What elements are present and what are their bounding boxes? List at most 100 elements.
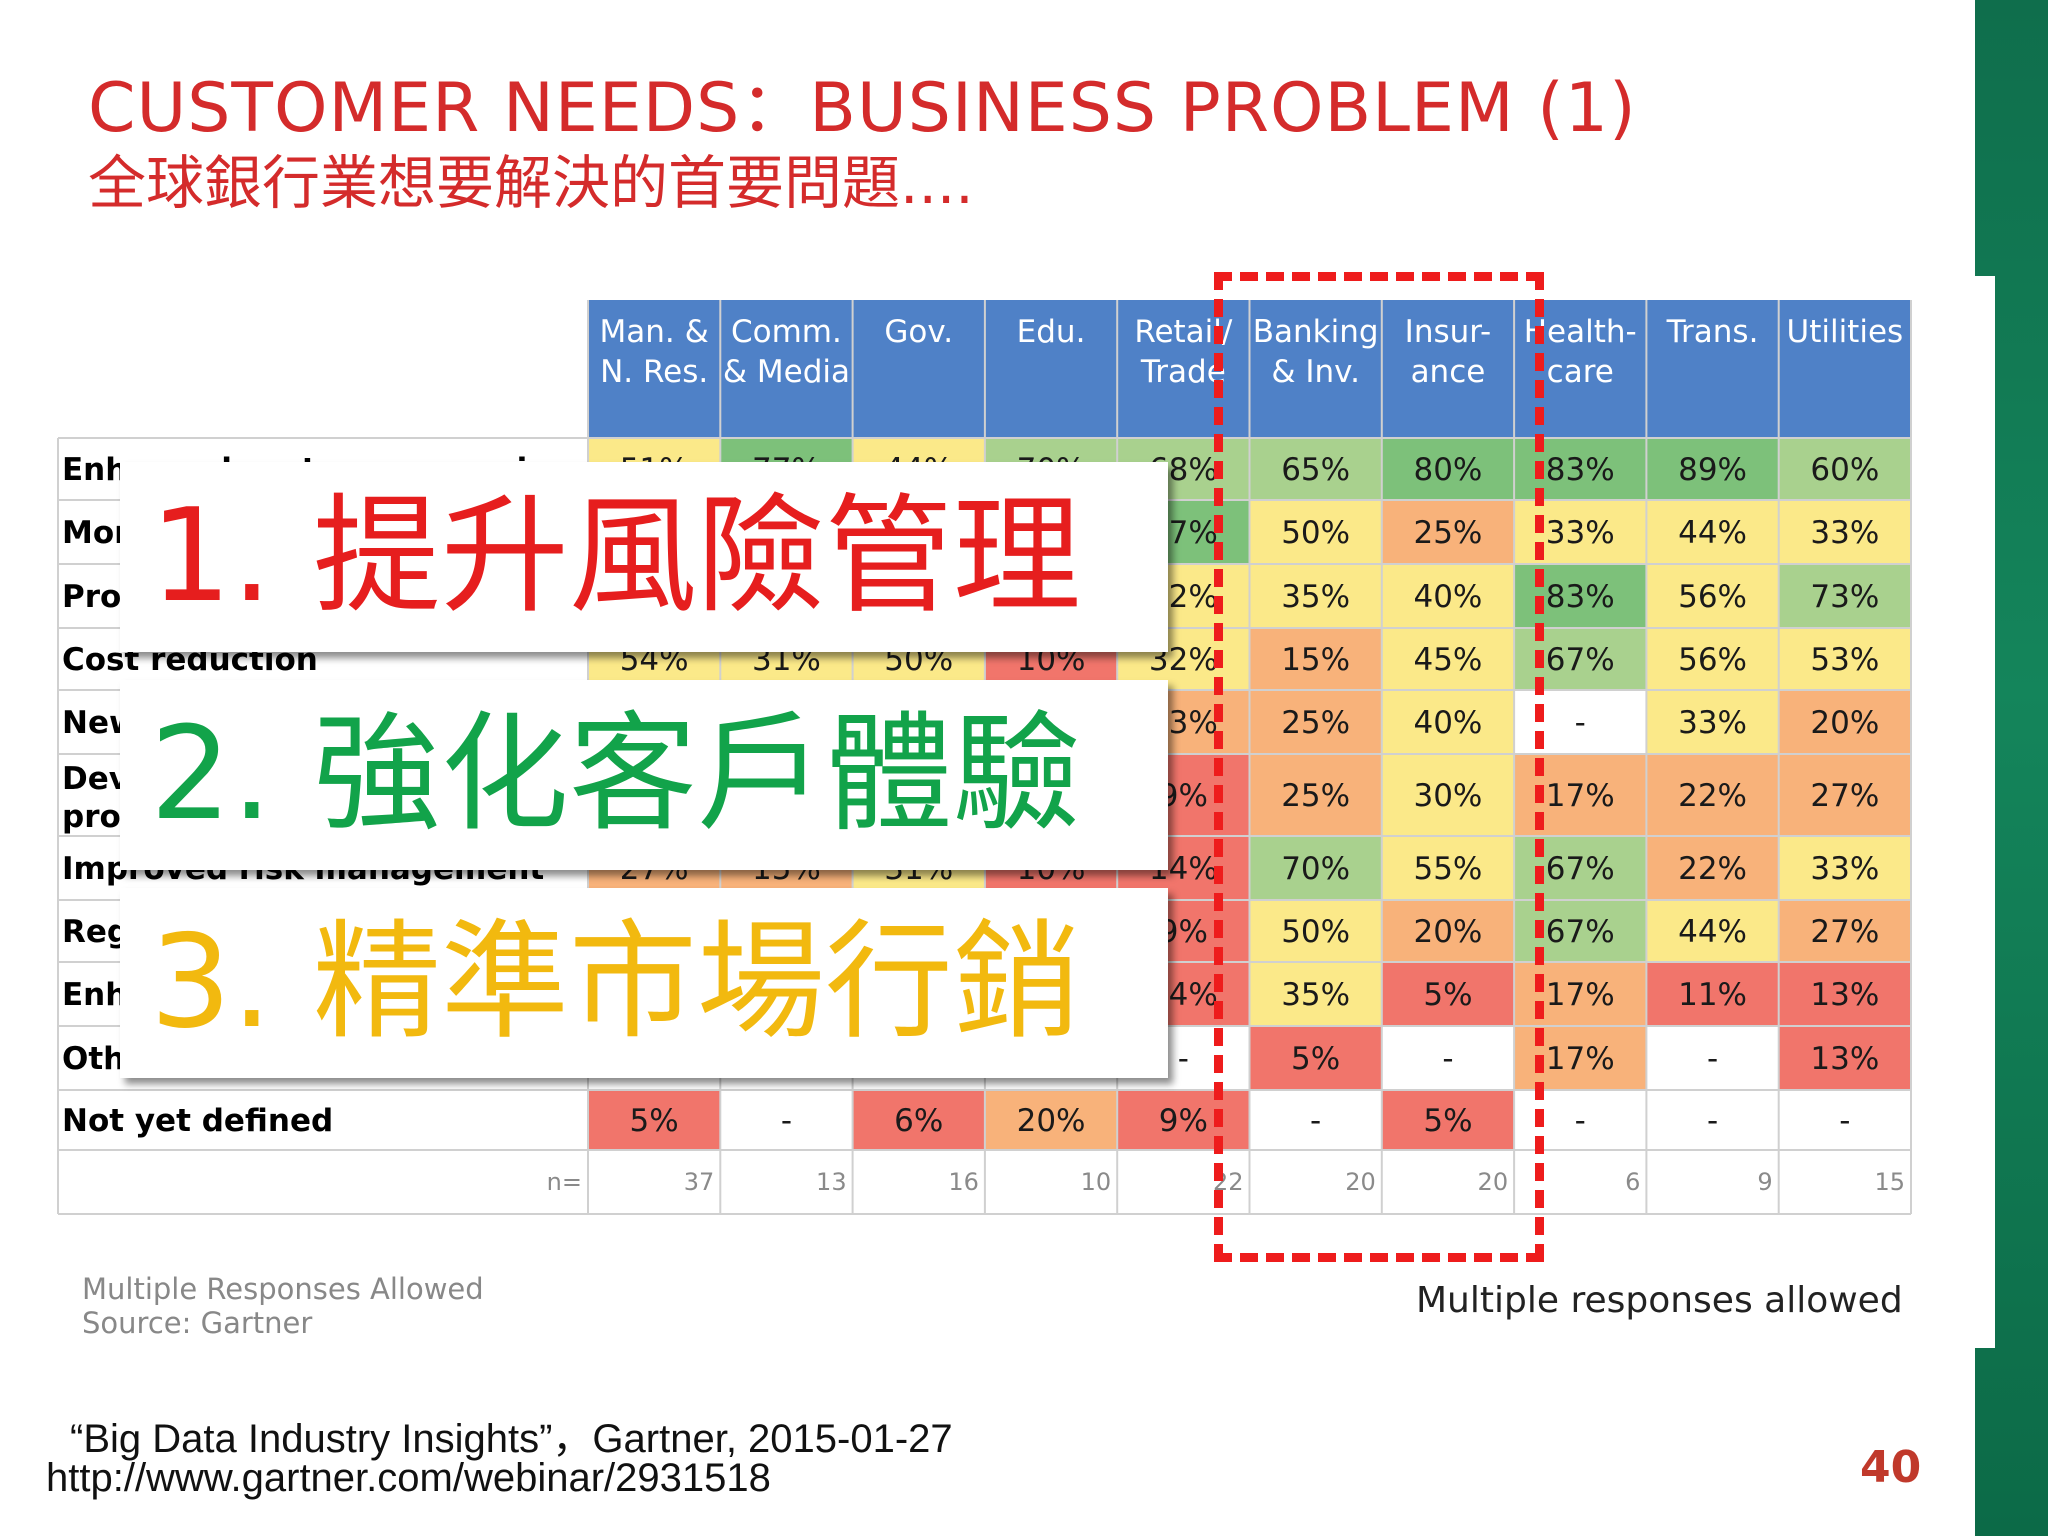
column-header-cell [1646, 300, 1779, 438]
cell-value: 20% [1810, 705, 1879, 741]
heatmap-cell [984, 1090, 1118, 1150]
heatmap-cell [1381, 1090, 1515, 1150]
banking-column-highlight [1214, 272, 1544, 1262]
cell-value: 53% [1810, 642, 1879, 678]
heatmap-cell [1646, 500, 1779, 564]
heatmap-cell [1381, 690, 1515, 754]
heatmap-cell [1778, 754, 1911, 836]
cell-value: 45% [1413, 642, 1482, 678]
cell-value: 50% [1281, 515, 1350, 551]
cell-value: - [1575, 1103, 1586, 1139]
heatmap-cell [1778, 900, 1911, 962]
cell-value: 70% [1281, 851, 1350, 887]
cell-value: - [1707, 1103, 1718, 1139]
heatmap-cell [1381, 754, 1515, 836]
heatmap-cell [1249, 564, 1382, 628]
overlay-risk-management: 1. 提升風險管理 [120, 462, 1168, 652]
cell-value: 20% [1017, 1103, 1086, 1139]
cell-value: 20% [1413, 914, 1482, 950]
heatmap-cell [1778, 690, 1911, 754]
heatmap-cell [1249, 1090, 1382, 1150]
cell-value: 15% [1281, 642, 1350, 678]
cell-value: 17% [1546, 1041, 1615, 1077]
column-header-label: Trade [1140, 354, 1226, 390]
cell-value: 27% [1810, 778, 1879, 814]
cell-value: 40% [1413, 579, 1482, 615]
citation: “Big Data Industry Insights”，Gartner, 20… [70, 1417, 953, 1461]
row-label: Enh [62, 977, 127, 1013]
heatmap-cell [1778, 962, 1911, 1026]
column-header-cell [1778, 300, 1911, 438]
column-header-label: Banking [1253, 314, 1379, 350]
heatmap-cell [1249, 962, 1382, 1026]
column-header-cell [984, 300, 1118, 438]
n-value: 16 [948, 1168, 979, 1196]
heatmap-cell [1381, 500, 1515, 564]
cell-value: 56% [1678, 579, 1747, 615]
overlay-marketing-text: 3. 精準市場行銷 [150, 908, 1081, 1057]
cell-value: 5% [1291, 1041, 1340, 1077]
column-header-label: Edu. [1017, 314, 1086, 350]
cell-value: - [1442, 1041, 1453, 1077]
cell-value: 80% [1413, 452, 1482, 488]
n-value: 6 [1625, 1168, 1640, 1196]
n-value: 20 [1345, 1168, 1376, 1196]
heatmap-cell [1249, 500, 1382, 564]
heatmap-cell [1778, 836, 1911, 900]
heatmap-cell [1778, 564, 1911, 628]
heatmap-cell [1381, 1026, 1515, 1090]
heatmap-cell [1249, 438, 1382, 500]
column-header-cell [720, 300, 853, 438]
cell-value: 65% [1281, 452, 1350, 488]
heatmap-cell [1778, 500, 1911, 564]
column-header-cell [1249, 300, 1382, 438]
page-number: 40 [1860, 1442, 1922, 1493]
cell-value: - [1707, 1041, 1718, 1077]
cell-value: 60% [1810, 452, 1879, 488]
n-label: n= [547, 1168, 582, 1196]
column-header-cell [588, 300, 721, 438]
row-label: pro [62, 799, 121, 835]
heatmap-cell [1646, 900, 1779, 962]
heatmap-cell [1117, 1090, 1250, 1150]
cell-value: 73% [1810, 579, 1879, 615]
cell-value: - [781, 1103, 792, 1139]
heatmap-cell [1778, 628, 1911, 690]
heatmap-cell [1249, 836, 1382, 900]
heatmap-cell [1249, 754, 1382, 836]
cell-value: 9% [1159, 1103, 1208, 1139]
column-header-label: ance [1411, 354, 1486, 390]
multiple-responses-right: Multiple responses allowed [1416, 1280, 1903, 1321]
column-header-label: N. Res. [600, 354, 708, 390]
citation-url: http://www.gartner.com/webinar/2931518 [46, 1456, 771, 1500]
cell-value: 67% [1546, 914, 1615, 950]
n-value: 10 [1081, 1168, 1112, 1196]
source-note: Source: Gartner [82, 1306, 313, 1340]
column-header-cell [852, 300, 985, 438]
heatmap-cell [1778, 438, 1911, 500]
cell-value: 40% [1413, 705, 1482, 741]
cell-value: 22% [1678, 778, 1747, 814]
heatmap-cell [1249, 690, 1382, 754]
cell-value: 6% [894, 1103, 943, 1139]
column-header-label: Comm. [731, 314, 842, 350]
multiple-responses-note: Multiple Responses Allowed [82, 1272, 484, 1306]
overlay-customer-experience: 2. 強化客戶體驗 [120, 680, 1168, 870]
cell-value: 11% [1678, 977, 1747, 1013]
column-header-label: Man. & [600, 314, 709, 350]
cell-value: 67% [1546, 851, 1615, 887]
cell-value: 67% [1546, 642, 1615, 678]
n-value: 20 [1478, 1168, 1509, 1196]
cell-value: 30% [1413, 778, 1482, 814]
cell-value: 55% [1413, 851, 1482, 887]
heatmap-cell [1778, 1090, 1911, 1150]
cell-value: 27% [1810, 914, 1879, 950]
n-value: 37 [684, 1168, 715, 1196]
heatmap-cell [1381, 836, 1515, 900]
decorative-sidebar [1975, 0, 2048, 1536]
slide-title: CUSTOMER NEEDS：BUSINESS PROBLEM (1) [88, 69, 1637, 148]
cell-value: 33% [1546, 515, 1615, 551]
cell-value: 33% [1810, 851, 1879, 887]
overlay-risk-text: 1. 提升風險管理 [150, 482, 1081, 631]
overlay-customer-text: 2. 強化客戶體驗 [150, 700, 1081, 849]
